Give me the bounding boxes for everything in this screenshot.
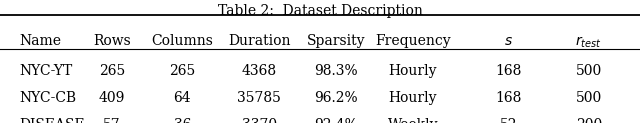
Text: 200: 200 — [575, 118, 602, 123]
Text: Weekly: Weekly — [388, 118, 438, 123]
Text: 409: 409 — [99, 91, 125, 105]
Text: Hourly: Hourly — [388, 64, 437, 78]
Text: Columns: Columns — [152, 34, 213, 48]
Text: 265: 265 — [169, 64, 196, 78]
Text: 500: 500 — [575, 91, 602, 105]
Text: Name: Name — [19, 34, 61, 48]
Text: 265: 265 — [99, 64, 125, 78]
Text: Hourly: Hourly — [388, 91, 437, 105]
Text: NYC-CB: NYC-CB — [19, 91, 76, 105]
Text: 98.3%: 98.3% — [314, 64, 358, 78]
Text: Frequency: Frequency — [375, 34, 451, 48]
Text: 36: 36 — [173, 118, 191, 123]
Text: 96.2%: 96.2% — [314, 91, 358, 105]
Text: 57: 57 — [103, 118, 121, 123]
Text: 168: 168 — [495, 91, 522, 105]
Text: Table 2:  Dataset Description: Table 2: Dataset Description — [218, 4, 422, 18]
Text: $r_{test}$: $r_{test}$ — [575, 34, 602, 50]
Text: $s$: $s$ — [504, 34, 513, 48]
Text: 52: 52 — [500, 118, 518, 123]
Text: Duration: Duration — [228, 34, 291, 48]
Text: 35785: 35785 — [237, 91, 281, 105]
Text: 500: 500 — [575, 64, 602, 78]
Text: Rows: Rows — [93, 34, 131, 48]
Text: 64: 64 — [173, 91, 191, 105]
Text: 4368: 4368 — [242, 64, 276, 78]
Text: DISEASE: DISEASE — [19, 118, 85, 123]
Text: Sparsity: Sparsity — [307, 34, 365, 48]
Text: 92.4%: 92.4% — [314, 118, 358, 123]
Text: NYC-YT: NYC-YT — [19, 64, 72, 78]
Text: 3370: 3370 — [242, 118, 276, 123]
Text: 168: 168 — [495, 64, 522, 78]
